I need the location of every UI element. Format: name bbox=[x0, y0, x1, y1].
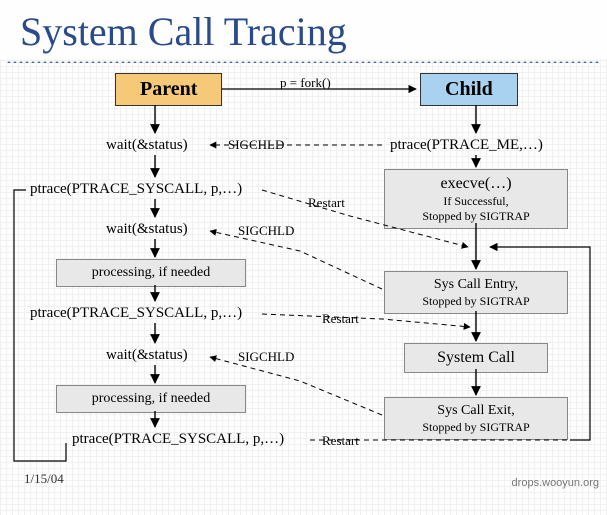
ptrace3: ptrace(PTRACE_SYSCALL, p,…) bbox=[72, 431, 284, 448]
child-header: Child bbox=[420, 73, 518, 106]
restart-3: Restart bbox=[322, 433, 359, 449]
footer-watermark: drops.wooyun.org bbox=[512, 477, 599, 489]
proc2-box: processing, if needed bbox=[56, 385, 246, 413]
ptrace1: ptrace(PTRACE_SYSCALL, p,…) bbox=[30, 181, 242, 198]
footer-date: 1/15/04 bbox=[24, 471, 64, 487]
syscall-box: System Call bbox=[404, 343, 548, 373]
sigchld-1: SIGCHLD bbox=[228, 137, 284, 153]
entry-sub: Stopped by SIGTRAP bbox=[395, 294, 557, 309]
ptrace2: ptrace(PTRACE_SYSCALL, p,…) bbox=[30, 305, 242, 322]
wait1: wait(&status) bbox=[106, 137, 188, 154]
execve-label: execve(…) bbox=[395, 174, 557, 194]
ptrace-me: ptrace(PTRACE_ME,…) bbox=[390, 137, 543, 154]
page-title: System Call Tracing bbox=[0, 0, 607, 59]
entry-box: Sys Call Entry, Stopped by SIGTRAP bbox=[384, 271, 568, 314]
exit-box: Sys Call Exit, Stopped by SIGTRAP bbox=[384, 397, 568, 440]
parent-header: Parent bbox=[115, 73, 222, 106]
execve-box: execve(…) If Successful, Stopped by SIGT… bbox=[384, 169, 568, 229]
sigchld-2: SIGCHLD bbox=[238, 223, 294, 239]
diagram-canvas: Parent Child p = fork() wait(&status) pt… bbox=[0, 71, 607, 511]
restart-1: Restart bbox=[308, 195, 345, 211]
exit-label: Sys Call Exit, bbox=[395, 402, 557, 420]
divider bbox=[6, 59, 601, 63]
sigchld-3: SIGCHLD bbox=[238, 349, 294, 365]
restart-2: Restart bbox=[322, 311, 359, 327]
proc1-box: processing, if needed bbox=[56, 259, 246, 287]
wait2: wait(&status) bbox=[106, 221, 188, 238]
entry-label: Sys Call Entry, bbox=[395, 276, 557, 294]
fork-label: p = fork() bbox=[280, 75, 331, 91]
wait3: wait(&status) bbox=[106, 347, 188, 364]
exit-sub: Stopped by SIGTRAP bbox=[395, 420, 557, 435]
execve-sub: If Successful, Stopped by SIGTRAP bbox=[395, 194, 557, 224]
